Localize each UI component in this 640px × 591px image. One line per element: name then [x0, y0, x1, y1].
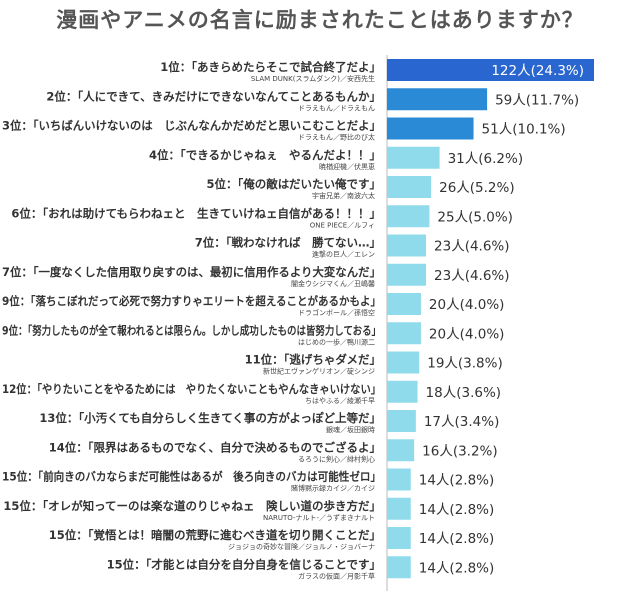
- data-label: 59人(11.7%): [495, 92, 579, 108]
- data-label: 14人(2.8%): [419, 531, 495, 547]
- source-label: 暁楢迎機／伏黒恵: [319, 162, 375, 171]
- rank-quote-label: 4位：「できるかじゃねぇ やるんだよ！！」: [149, 148, 381, 162]
- data-label: 20人(4.0%): [429, 326, 505, 342]
- data-label: 31人(6.2%): [448, 151, 524, 167]
- bar: [387, 205, 430, 228]
- source-label: るろうに剣心／緋村剣心: [298, 454, 375, 463]
- bar: [387, 88, 488, 111]
- bar: [387, 351, 420, 374]
- bar: [387, 556, 411, 579]
- data-label: 26人(5.2%): [439, 180, 515, 196]
- source-label: はじめの一歩／鴨川源二: [298, 337, 375, 346]
- source-label: 進撃の巨人／エレン: [312, 250, 375, 259]
- rank-quote-label: 3位：「いちばんいけないのは じぶんなんかだめだと思いこむことだよ」: [2, 119, 381, 133]
- source-label: ドラえもん／野比のび太: [298, 133, 375, 142]
- rank-quote-label: 6位：「おれは助けてもらわねェと 生きていけねェ自信がある！！！」: [11, 206, 381, 220]
- rank-quote-label: 1位：「あきらめたらそこで試合終了だよ」: [160, 60, 381, 74]
- source-label: 宇宙兄弟／南波六太: [312, 191, 375, 200]
- bar: [387, 468, 411, 491]
- rank-quote-label: 12位：「やりたいことをやるためには やりたくないこともやんなきゃいけない」: [2, 382, 381, 396]
- data-label: 19人(3.8%): [427, 356, 503, 372]
- chart-title: 漫画やアニメの名言に励まされたことはありますか？: [56, 8, 584, 32]
- data-label: 51人(10.1%): [482, 122, 566, 138]
- source-label: ガラスの仮面／月影千草: [298, 571, 375, 580]
- data-label: 20人(4.0%): [429, 297, 505, 313]
- source-label: 闇金ウシジマくん／丑嶋馨: [291, 279, 375, 288]
- data-label: 23人(4.6%): [434, 268, 510, 284]
- source-label: ドラえもん／ドラえもん: [298, 104, 375, 112]
- rank-quote-label: 15位：「覚悟とは！暗闇の荒野に進むべき道を切り開くことだ」: [49, 528, 381, 542]
- rank-quote-label: 14位：「限界はあるものでなく、自分で決めるものでござるよ」: [49, 440, 381, 454]
- source-label: SLAM DUNK(スラムダンク)／安西先生: [251, 74, 375, 83]
- bar: [387, 117, 474, 140]
- rank-quote-label: 5位：「俺の敵はだいたい俺です」: [206, 177, 381, 191]
- data-label: 14人(2.8%): [419, 502, 495, 518]
- data-label: 17人(3.4%): [424, 414, 500, 430]
- bar: [387, 293, 421, 315]
- rank-quote-label: 15位：「前向きのバカならまだ可能性はあるが 後ろ向きのバカは可能性ゼロ」: [2, 470, 381, 484]
- bar: [387, 527, 411, 549]
- rank-quote-label: 7位：「戦わなければ 勝てない…」: [195, 236, 381, 250]
- rank-quote-label: 2位：「人にできて、きみだけにできないなんてことあるもんか」: [46, 89, 381, 103]
- rank-quote-label: 9位：「落ちこぼれだって必死で努力すりゃエリートを超えることがあるかもよ」: [2, 294, 381, 308]
- bar: [387, 322, 421, 345]
- bar: [387, 380, 418, 403]
- data-label: 14人(2.8%): [419, 560, 495, 576]
- data-label: 122人(24.3%): [491, 63, 584, 79]
- data-label: 23人(4.6%): [434, 239, 510, 255]
- rank-quote-label: 15位：「オレが知ってーのは楽な道のりじゃねェ 険しい道の歩き方だ」: [3, 499, 381, 513]
- source-label: NARUTO-ナルト-／うずまきナルト: [263, 513, 375, 522]
- rank-quote-label: 11位：「逃げちゃダメだ」: [245, 353, 381, 367]
- bar: [387, 263, 427, 286]
- source-label: 銀魂／坂田銀時: [326, 425, 375, 434]
- source-label: 新世紀エヴァンゲリオン／碇シンジ: [263, 367, 375, 376]
- data-label: 18人(3.6%): [426, 385, 502, 401]
- data-label: 14人(2.8%): [419, 473, 495, 489]
- bar: [387, 176, 432, 198]
- bar: [387, 59, 594, 81]
- rank-quote-label: 7位：「一度なくした信用取り戻すのは、最初に信用作るより大変なんだ」: [2, 265, 381, 279]
- source-label: ジョジョの奇妙な冒険／ジョルノ・ジョバーナ: [228, 542, 375, 551]
- rank-quote-label: 13位：「小汚くても自分らしく生きてく事の方がよっぽど上等だ」: [39, 411, 381, 425]
- bar: [387, 410, 416, 432]
- rank-quote-label: 15位：「才能とは自分を自分自身を信じることです」: [107, 557, 381, 571]
- bar: [387, 439, 415, 462]
- bar: [387, 146, 440, 169]
- source-label: 賭博黙示録カイジ／カイジ: [291, 484, 375, 493]
- bar: [387, 234, 427, 257]
- source-label: ONE PIECE／ルフィ: [310, 221, 375, 229]
- bar: [387, 497, 411, 520]
- source-label: ちはやふる／綾瀬千早: [305, 396, 375, 405]
- source-label: ドラゴンボール／孫悟空: [298, 308, 375, 317]
- data-label: 16人(3.2%): [422, 443, 498, 459]
- rank-quote-label: 9位：「努力したものが全て報われるとは限らん。しかし成功したものは皆努力しておる…: [2, 323, 381, 337]
- data-label: 25人(5.0%): [437, 209, 513, 225]
